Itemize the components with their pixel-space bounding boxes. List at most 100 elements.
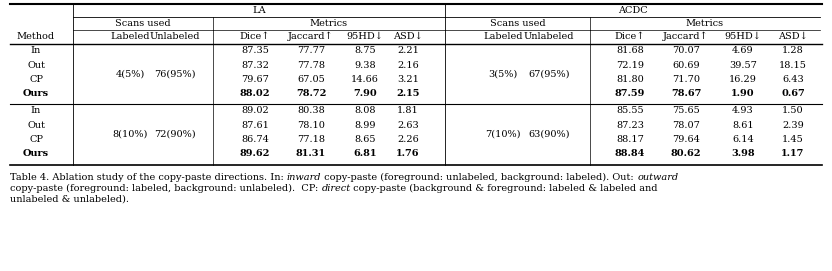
Text: 7.90: 7.90 (353, 89, 377, 98)
Text: 3.98: 3.98 (731, 150, 755, 159)
Text: 4(5%): 4(5%) (116, 70, 145, 79)
Text: 70.07: 70.07 (672, 46, 700, 55)
Text: 8.08: 8.08 (354, 106, 376, 115)
Text: Ours: Ours (23, 150, 49, 159)
Text: Metrics: Metrics (686, 19, 724, 28)
Text: 88.84: 88.84 (615, 150, 645, 159)
Text: 72(90%): 72(90%) (154, 130, 196, 139)
Text: 0.67: 0.67 (781, 89, 805, 98)
Text: 89.62: 89.62 (240, 150, 270, 159)
Text: 1.76: 1.76 (396, 150, 420, 159)
Text: 88.02: 88.02 (240, 89, 270, 98)
Text: 87.23: 87.23 (616, 121, 644, 130)
Text: Labeled: Labeled (483, 32, 522, 41)
Text: 2.63: 2.63 (397, 121, 418, 130)
Text: 8.99: 8.99 (354, 121, 376, 130)
Text: 75.65: 75.65 (672, 106, 700, 115)
Text: 80.62: 80.62 (671, 150, 701, 159)
Text: In: In (31, 106, 41, 115)
Text: 78.07: 78.07 (672, 121, 700, 130)
Text: 88.17: 88.17 (616, 135, 644, 144)
Text: Dice↑: Dice↑ (615, 32, 645, 41)
Text: Table 4. Ablation study of the copy-paste directions. In:: Table 4. Ablation study of the copy-past… (10, 173, 287, 182)
Text: 2.21: 2.21 (397, 46, 419, 55)
Text: 89.02: 89.02 (241, 106, 269, 115)
Text: Method: Method (17, 32, 55, 41)
Text: 72.19: 72.19 (616, 60, 644, 69)
Text: 2.26: 2.26 (397, 135, 418, 144)
Text: 67.05: 67.05 (297, 75, 324, 84)
Text: 16.29: 16.29 (729, 75, 757, 84)
Text: 3(5%): 3(5%) (488, 70, 518, 79)
Text: 81.80: 81.80 (617, 75, 644, 84)
Text: 39.57: 39.57 (729, 60, 757, 69)
Text: 4.93: 4.93 (732, 106, 754, 115)
Text: 63(90%): 63(90%) (528, 130, 570, 139)
Text: 79.67: 79.67 (241, 75, 269, 84)
Text: 2.16: 2.16 (397, 60, 418, 69)
Text: ACDC: ACDC (617, 6, 647, 15)
Text: 9.38: 9.38 (354, 60, 376, 69)
Text: copy-paste (foreground: unlabeled, background: labeled). Out:: copy-paste (foreground: unlabeled, backg… (321, 173, 637, 182)
Text: copy-paste (background & foreground: labeled & labeled and: copy-paste (background & foreground: lab… (350, 184, 658, 193)
Text: 76(95%): 76(95%) (154, 70, 196, 79)
Text: Labeled: Labeled (111, 32, 150, 41)
Text: 18.15: 18.15 (779, 60, 807, 69)
Text: 6.81: 6.81 (354, 150, 377, 159)
Text: 77.18: 77.18 (297, 135, 325, 144)
Text: 2.39: 2.39 (782, 121, 804, 130)
Text: ASD↓: ASD↓ (394, 32, 423, 41)
Text: 14.66: 14.66 (351, 75, 379, 84)
Text: Scans used: Scans used (490, 19, 545, 28)
Text: direct: direct (321, 184, 350, 193)
Text: 1.81: 1.81 (397, 106, 418, 115)
Text: LA: LA (252, 6, 265, 15)
Text: 6.14: 6.14 (732, 135, 754, 144)
Text: Ours: Ours (23, 89, 49, 98)
Text: 95HD↓: 95HD↓ (725, 32, 761, 41)
Text: 87.35: 87.35 (241, 46, 269, 55)
Text: ASD↓: ASD↓ (778, 32, 808, 41)
Text: 80.38: 80.38 (297, 106, 324, 115)
Text: 4.69: 4.69 (732, 46, 754, 55)
Text: 87.32: 87.32 (241, 60, 269, 69)
Text: 67(95%): 67(95%) (528, 70, 570, 79)
Text: 85.55: 85.55 (617, 106, 644, 115)
Text: 8.61: 8.61 (732, 121, 754, 130)
Text: unlabeled & unlabeled).: unlabeled & unlabeled). (10, 195, 129, 204)
Text: 8.75: 8.75 (354, 46, 376, 55)
Text: 81.31: 81.31 (296, 150, 326, 159)
Text: Scans used: Scans used (115, 19, 171, 28)
Text: 8(10%): 8(10%) (112, 130, 148, 139)
Text: Out: Out (27, 60, 45, 69)
Text: 1.50: 1.50 (782, 106, 804, 115)
Text: 95HD↓: 95HD↓ (347, 32, 384, 41)
Text: 7(10%): 7(10%) (485, 130, 521, 139)
Text: Jaccard↑: Jaccard↑ (663, 32, 709, 41)
Text: inward: inward (287, 173, 321, 182)
Text: Jaccard↑: Jaccard↑ (288, 32, 334, 41)
Text: 78.67: 78.67 (671, 89, 701, 98)
Text: 77.77: 77.77 (297, 46, 325, 55)
Text: Dice↑: Dice↑ (240, 32, 270, 41)
Text: copy-paste (foreground: labeled, background: unlabeled).  CP:: copy-paste (foreground: labeled, backgro… (10, 184, 321, 193)
Text: 79.64: 79.64 (672, 135, 700, 144)
Text: CP: CP (29, 75, 43, 84)
Text: 1.28: 1.28 (782, 46, 804, 55)
Text: 86.74: 86.74 (241, 135, 269, 144)
Text: 71.70: 71.70 (672, 75, 700, 84)
Text: outward: outward (637, 173, 678, 182)
Text: 1.17: 1.17 (781, 150, 805, 159)
Text: In: In (31, 46, 41, 55)
Text: 78.10: 78.10 (297, 121, 325, 130)
Text: Unlabeled: Unlabeled (524, 32, 574, 41)
Text: Out: Out (27, 121, 45, 130)
Text: 2.15: 2.15 (396, 89, 420, 98)
Text: 8.65: 8.65 (354, 135, 376, 144)
Text: 77.78: 77.78 (297, 60, 325, 69)
Text: 1.45: 1.45 (782, 135, 804, 144)
Text: CP: CP (29, 135, 43, 144)
Text: Metrics: Metrics (310, 19, 348, 28)
Text: 81.68: 81.68 (617, 46, 644, 55)
Text: Unlabeled: Unlabeled (150, 32, 201, 41)
